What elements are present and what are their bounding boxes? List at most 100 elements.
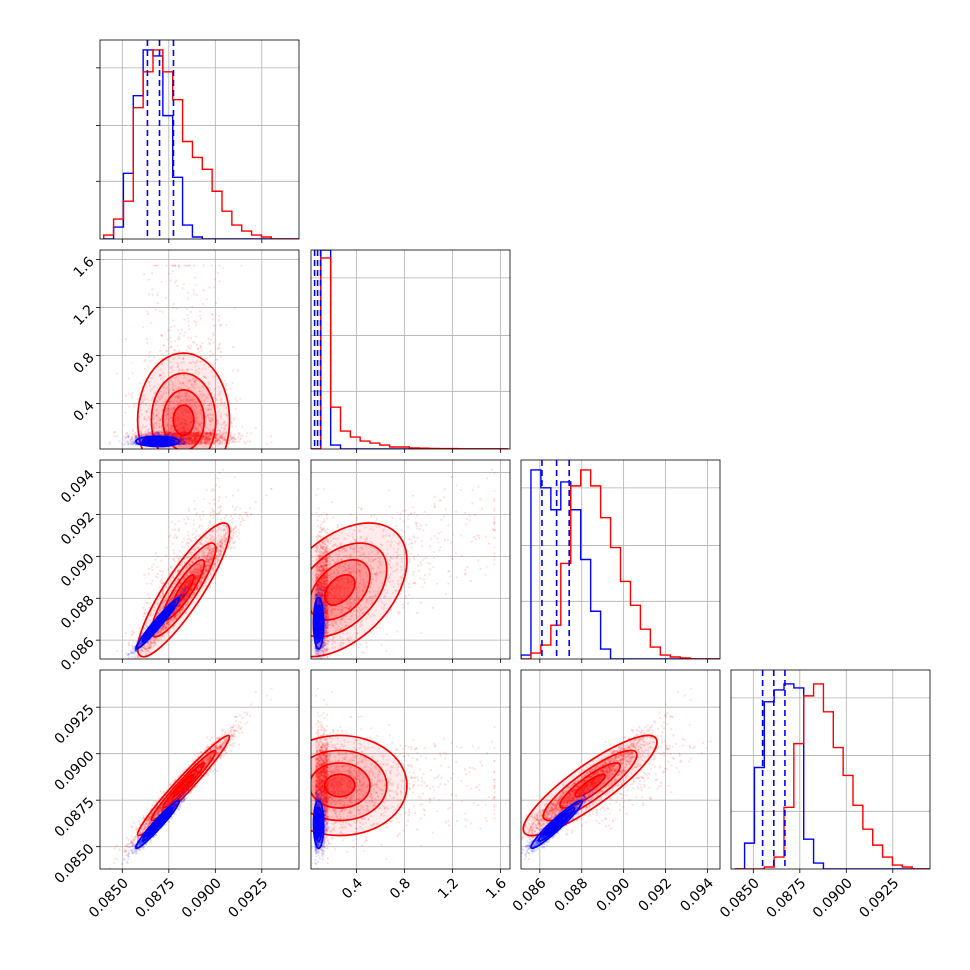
scatter-point-red bbox=[203, 434, 207, 438]
scatter-point-red bbox=[181, 429, 185, 432]
scatter-point-red bbox=[161, 430, 164, 434]
scatter-point-blue bbox=[188, 442, 191, 445]
scatter-point-red bbox=[180, 438, 183, 441]
scatter-point-red bbox=[138, 381, 142, 385]
scatter-point-red bbox=[200, 409, 203, 412]
scatter-point-red bbox=[192, 432, 195, 435]
scatter-point-red bbox=[208, 355, 211, 358]
scatter-point-red bbox=[198, 430, 201, 433]
scatter-point-red bbox=[183, 435, 186, 439]
scatter-point-red bbox=[191, 434, 194, 437]
scatter-point-red bbox=[188, 439, 191, 442]
scatter-point-red bbox=[198, 423, 201, 426]
scatter-point-red bbox=[229, 433, 232, 436]
scatter-point-red bbox=[219, 434, 222, 438]
scatter-point-red bbox=[228, 442, 231, 445]
scatter-point-red bbox=[154, 432, 157, 436]
scatter-point-red bbox=[204, 432, 207, 435]
scatter-point-red bbox=[270, 440, 273, 444]
scatter-point-red bbox=[186, 442, 189, 445]
scatter-point-red bbox=[182, 357, 185, 360]
scatter-point-red bbox=[174, 281, 177, 284]
scatter-point-red bbox=[146, 433, 149, 436]
scatter-point-red bbox=[212, 341, 215, 344]
scatter-point-red bbox=[206, 432, 209, 435]
scatter-point-red bbox=[132, 428, 135, 431]
scatter-point-red bbox=[179, 438, 182, 441]
scatter-point-red bbox=[209, 433, 212, 436]
scatter-point-red bbox=[157, 432, 160, 435]
scatter-point-red bbox=[236, 440, 239, 443]
scatter-point-red bbox=[187, 297, 190, 300]
y-tick-label: 0.8 bbox=[71, 350, 98, 377]
scatter-point-red bbox=[189, 441, 192, 444]
scatter-point-red bbox=[203, 439, 206, 442]
scatter-point-red bbox=[179, 436, 182, 439]
scatter-point-red bbox=[183, 442, 187, 445]
scatter-point-red bbox=[193, 431, 196, 435]
scatter-point-red bbox=[192, 398, 195, 401]
scatter-point-red bbox=[176, 403, 179, 406]
scatter-point-red bbox=[189, 438, 192, 441]
scatter-point-red bbox=[181, 427, 184, 430]
scatter-point-red bbox=[194, 383, 198, 386]
scatter-point-red bbox=[182, 441, 185, 444]
scatter-point-red bbox=[185, 307, 189, 311]
scatter-point-red bbox=[172, 369, 175, 372]
scatter-point-red bbox=[187, 416, 190, 420]
scatter-point-red bbox=[177, 338, 180, 341]
scatter-point-red bbox=[158, 422, 161, 425]
scatter-point-red bbox=[170, 431, 173, 434]
scatter-point-red bbox=[153, 356, 156, 359]
scatter-point-red bbox=[146, 365, 149, 368]
scatter-point-red bbox=[127, 660, 129, 662]
scatter-point-red bbox=[217, 442, 220, 445]
scatter-point-red bbox=[216, 439, 219, 442]
scatter-point-red bbox=[200, 422, 204, 425]
scatter-point-red bbox=[175, 424, 178, 428]
scatter-point-red bbox=[193, 377, 196, 380]
scatter-point-red bbox=[187, 324, 190, 327]
scatter-point-red bbox=[194, 440, 197, 443]
scatter-point-red bbox=[205, 438, 208, 441]
scatter-point-red bbox=[211, 371, 214, 374]
scatter-point-blue bbox=[147, 431, 150, 434]
scatter-point-red bbox=[210, 417, 214, 420]
scatter-point-red bbox=[185, 427, 188, 430]
scatter-point-blue bbox=[130, 440, 133, 443]
scatter-point-red bbox=[192, 519, 195, 522]
scatter-point-red bbox=[169, 420, 172, 423]
scatter-point-red bbox=[143, 367, 146, 371]
scatter-point-red bbox=[183, 431, 186, 434]
scatter-point-red bbox=[180, 428, 184, 432]
scatter-point-red bbox=[145, 337, 148, 341]
scatter-point-red bbox=[216, 347, 219, 351]
scatter-point-red bbox=[150, 377, 153, 380]
scatter-point-red bbox=[185, 349, 188, 352]
scatter-point-red bbox=[237, 436, 240, 439]
scatter-point-red bbox=[191, 442, 194, 445]
scatter-point-red bbox=[108, 442, 111, 446]
scatter-point-red bbox=[175, 433, 178, 436]
scatter-point-red bbox=[172, 302, 175, 306]
scatter-point-red bbox=[178, 395, 181, 398]
scatter-point-red bbox=[216, 518, 219, 521]
scatter-point-red bbox=[193, 404, 196, 407]
scatter-point-red bbox=[193, 408, 196, 411]
scatter-point-red bbox=[180, 431, 183, 434]
scatter-point-red bbox=[221, 436, 224, 440]
scatter-point-red bbox=[193, 381, 196, 384]
scatter-point-red bbox=[183, 441, 186, 445]
scatter-point-red bbox=[190, 437, 193, 440]
scatter-point-red bbox=[187, 439, 191, 442]
scatter-point-red bbox=[171, 269, 174, 273]
scatter-point-red bbox=[198, 423, 201, 426]
scatter-point-red bbox=[127, 434, 131, 437]
scatter-point-red bbox=[204, 438, 208, 441]
scatter-point-red bbox=[180, 425, 183, 428]
scatter-point-red bbox=[184, 419, 187, 422]
scatter-point-red bbox=[182, 427, 185, 430]
scatter-point-red bbox=[131, 396, 134, 399]
scatter-point-red bbox=[199, 442, 203, 445]
